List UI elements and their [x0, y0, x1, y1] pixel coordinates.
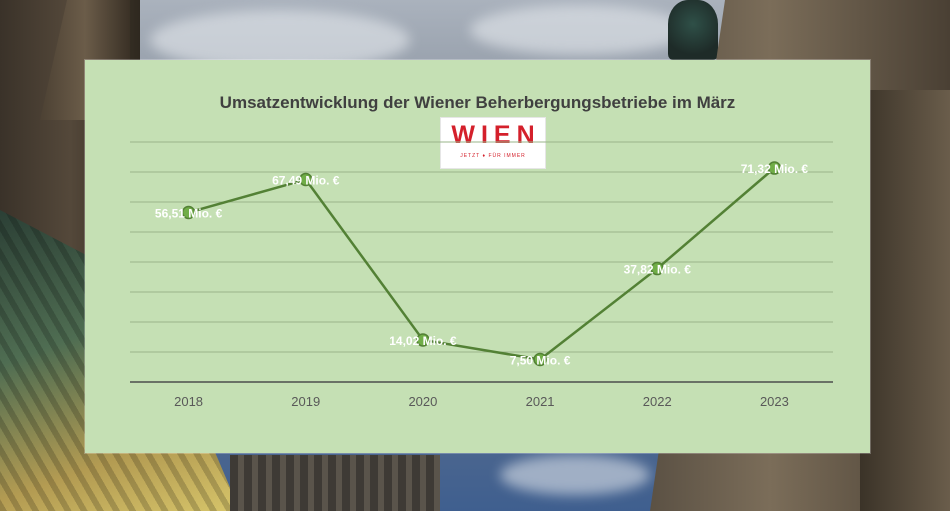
- data-point: [767, 161, 782, 175]
- wien-logo: WIEN JETZT ♦ FÜR IMMER: [440, 117, 546, 169]
- chart-title: Umsatzentwicklung der Wiener Beherbergun…: [219, 93, 736, 112]
- data-label: 56,51 Mio. €: [155, 206, 223, 220]
- x-tick-label: 2021: [526, 394, 555, 409]
- data-point: [181, 205, 196, 220]
- x-tick-label: 2023: [760, 394, 789, 409]
- x-tick-label: 2020: [408, 394, 437, 409]
- data-point: [533, 352, 547, 367]
- roof-bottom: [230, 455, 440, 511]
- line-chart: 2018 2019 2020 2021 2022 2023 56,51 Mio. € 67,4…: [130, 141, 833, 409]
- data-label: 7,50 Mio. €: [510, 354, 571, 368]
- chart-panel: Umsatzentwicklung der Wiener Beherbergun…: [85, 60, 870, 453]
- series-line: [188, 167, 776, 361]
- data-label: 67,49 Mio. €: [272, 174, 340, 188]
- data-label: 37,82 Mio. €: [624, 263, 692, 277]
- data-point: [416, 333, 430, 347]
- data-point: [650, 261, 664, 276]
- logo-tagline: JETZT ♦ FÜR IMMER: [460, 153, 526, 159]
- logo-wordmark: WIEN: [451, 121, 541, 149]
- x-tick-label: 2018: [174, 394, 203, 409]
- cathedral-pillar-right: [860, 90, 950, 511]
- data-point: [299, 172, 313, 187]
- x-tick-label: 2022: [643, 394, 672, 409]
- statue: [668, 0, 718, 60]
- data-label: 71,32 Mio. €: [741, 162, 809, 176]
- cloud: [470, 5, 690, 55]
- x-tick-label: 2019: [291, 394, 320, 409]
- data-label: 14,02 Mio. €: [389, 334, 457, 348]
- cloud: [500, 455, 650, 495]
